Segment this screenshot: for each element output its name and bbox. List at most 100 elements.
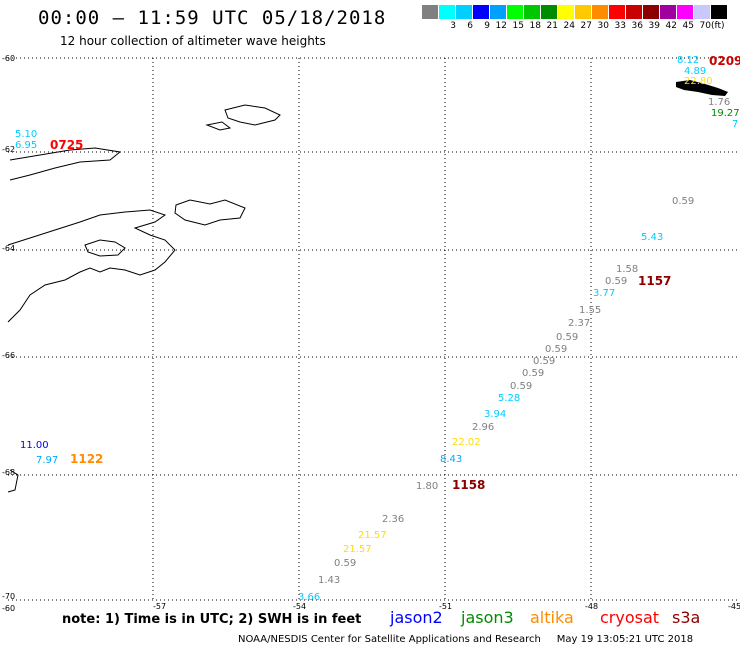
map-title: 00:00 – 11:59 UTC 05/18/2018 bbox=[38, 7, 387, 29]
lat-lon-grid bbox=[8, 57, 738, 601]
latitude-label: -62 bbox=[2, 145, 16, 154]
scale-label: 39 bbox=[648, 21, 660, 31]
wave-height-value: 3.77 bbox=[593, 288, 616, 299]
wave-height-value: 5.43 bbox=[641, 232, 664, 243]
scale-swatch bbox=[694, 5, 711, 19]
wave-height-value: 6.95 bbox=[15, 140, 38, 151]
scale-label: 70 bbox=[699, 21, 711, 31]
wave-height-value: 3.66 bbox=[298, 592, 321, 603]
scale-swatch bbox=[677, 5, 694, 19]
scale-unit: (ft) bbox=[711, 21, 725, 31]
pass-time-label: 0209 bbox=[709, 54, 740, 68]
wave-height-value: 0.59 bbox=[672, 196, 695, 207]
longitude-label: -54 bbox=[293, 602, 307, 611]
color-scale-labels: 3 6 9 12 15 18 21 24 27 30 33 36 39 42 45 70 bbox=[422, 21, 711, 31]
legend-entry-s3a: s3a bbox=[672, 608, 701, 627]
generated-timestamp: May 19 13:05:21 UTC 2018 bbox=[556, 634, 694, 645]
longitude-label: -45 bbox=[728, 602, 740, 611]
longitude-label: -48 bbox=[585, 602, 599, 611]
wave-height-value: 7.97 bbox=[36, 455, 59, 466]
scale-label: 33 bbox=[614, 21, 626, 31]
longitude-label: -51 bbox=[439, 602, 453, 611]
scale-swatch bbox=[541, 5, 558, 19]
latitude-label: -70 bbox=[2, 592, 16, 601]
scale-swatch bbox=[507, 5, 524, 19]
wave-height-value: 1.58 bbox=[616, 264, 639, 275]
scale-swatch bbox=[609, 5, 626, 19]
scale-label: 45 bbox=[682, 21, 694, 31]
scale-swatch bbox=[439, 5, 456, 19]
wave-height-value: 0.59 bbox=[510, 381, 533, 392]
coastline-south-georgia bbox=[676, 80, 728, 96]
wave-height-value: 8.12 bbox=[677, 55, 700, 66]
scale-label: 36 bbox=[631, 21, 643, 31]
wave-height-value: 2.37 bbox=[568, 318, 591, 329]
footer-credit: NOAA/NESDIS Center for Satellite Applica… bbox=[238, 634, 693, 645]
pass-time-label: 1122 bbox=[70, 452, 104, 466]
pass-time-label: 1158 bbox=[452, 478, 486, 492]
latitude-label: -60 bbox=[2, 54, 16, 63]
scale-label: 3 bbox=[450, 21, 456, 31]
pass-time-label: 1157 bbox=[638, 274, 672, 288]
coastline-antarctic-peninsula bbox=[7, 209, 176, 493]
scale-swatch bbox=[626, 5, 643, 19]
scale-label: 18 bbox=[529, 21, 541, 31]
scale-label: 12 bbox=[495, 21, 507, 31]
pass-time-label: 0725 bbox=[50, 138, 84, 152]
legend-entry-jason3: jason3 bbox=[461, 608, 514, 627]
corner-longitude-label: -60 bbox=[2, 604, 16, 613]
wave-height-value: 3.94 bbox=[484, 409, 507, 420]
wave-height-value: 0.59 bbox=[556, 332, 579, 343]
scale-swatch bbox=[592, 5, 609, 19]
latitude-label: -66 bbox=[2, 351, 16, 360]
wave-height-value: 11.00 bbox=[20, 440, 49, 451]
scale-label: 21 bbox=[546, 21, 558, 31]
scale-swatch bbox=[558, 5, 575, 19]
scale-label: 24 bbox=[563, 21, 575, 31]
latitude-label: -68 bbox=[2, 468, 16, 477]
wave-height-value: 4.89 bbox=[684, 66, 707, 77]
wave-height-value: 8.43 bbox=[440, 454, 463, 465]
wave-height-value: 0.59 bbox=[522, 368, 545, 379]
legend-entry-altika: altika bbox=[530, 608, 574, 627]
scale-label: 9 bbox=[484, 21, 490, 31]
wave-height-value: 0.59 bbox=[545, 344, 568, 355]
wave-height-value: 0.59 bbox=[605, 276, 628, 287]
wave-height-value: 21.57 bbox=[343, 544, 372, 555]
wave-height-value: 5.28 bbox=[498, 393, 521, 404]
scale-swatch bbox=[473, 5, 490, 19]
wave-height-value: 2.96 bbox=[472, 422, 495, 433]
wave-height-value: 22.02 bbox=[452, 437, 481, 448]
scale-swatch bbox=[643, 5, 660, 19]
credit-text: NOAA/NESDIS Center for Satellite Applica… bbox=[238, 634, 541, 645]
scale-swatch bbox=[575, 5, 592, 19]
scale-swatch bbox=[711, 5, 728, 19]
wave-height-value: 0.59 bbox=[533, 356, 556, 367]
wave-height-value: 5.10 bbox=[15, 129, 38, 140]
scale-swatch bbox=[660, 5, 677, 19]
legend-entry-cryosat: cryosat bbox=[600, 608, 660, 627]
scale-label: 27 bbox=[580, 21, 592, 31]
scale-swatch bbox=[490, 5, 507, 19]
map-subtitle: 12 hour collection of altimeter wave hei… bbox=[60, 34, 326, 48]
wave-height-value: 1.76 bbox=[708, 97, 731, 108]
scale-label: 30 bbox=[597, 21, 609, 31]
latitude-label: -64 bbox=[2, 244, 16, 253]
units-note: note: 1) Time is in UTC; 2) SWH is in fe… bbox=[62, 612, 362, 627]
scale-label: 42 bbox=[665, 21, 677, 31]
scale-swatch bbox=[456, 5, 473, 19]
wave-height-value: 1.80 bbox=[416, 481, 439, 492]
wave-height-value: 1.55 bbox=[579, 305, 602, 316]
scale-swatch bbox=[422, 5, 439, 19]
wave-height-value: 19.27 bbox=[711, 108, 740, 119]
wave-height-color-scale bbox=[422, 5, 728, 19]
scale-label: 15 bbox=[512, 21, 524, 31]
scale-swatch bbox=[524, 5, 541, 19]
wave-height-value: 2.36 bbox=[382, 514, 405, 525]
scale-label: 6 bbox=[467, 21, 473, 31]
legend-entry-jason2: jason2 bbox=[390, 608, 443, 627]
wave-height-value: 22.80 bbox=[684, 76, 713, 87]
wave-height-value: 21.57 bbox=[358, 530, 387, 541]
wave-height-value: 7 bbox=[732, 119, 739, 130]
